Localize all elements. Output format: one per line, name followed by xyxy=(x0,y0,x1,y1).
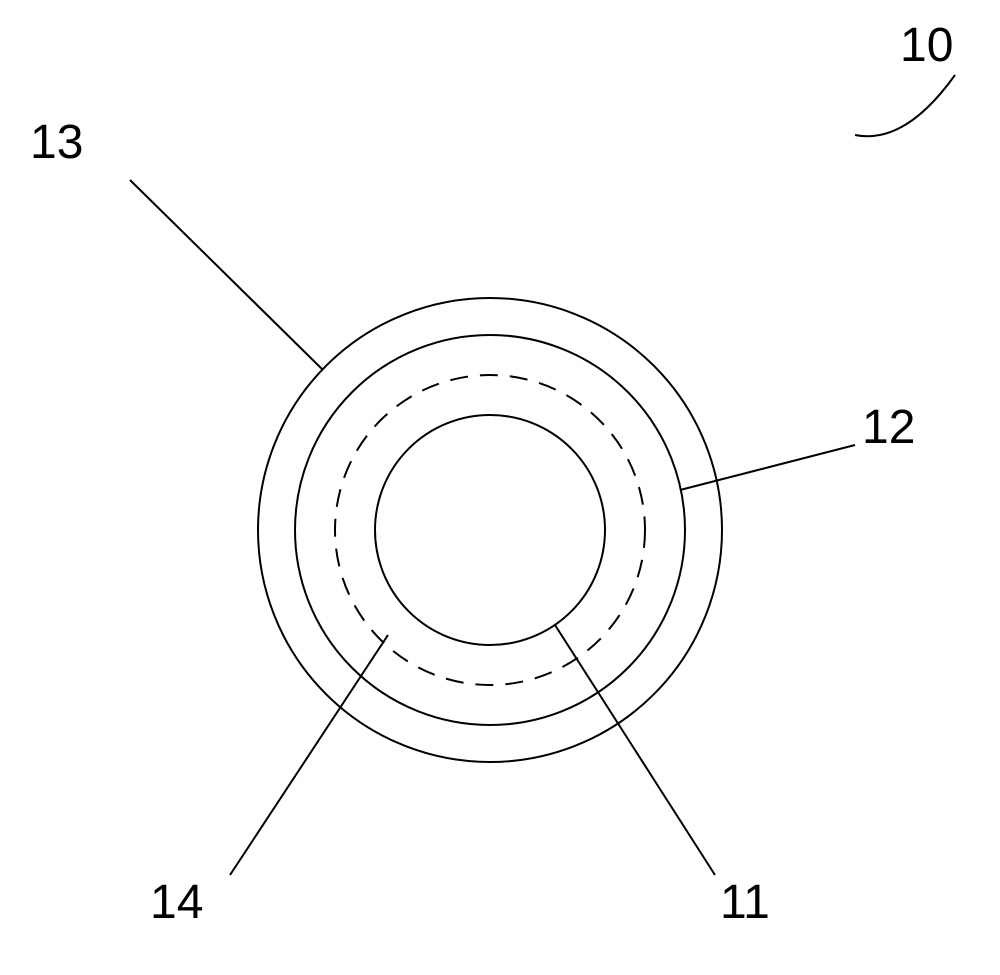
leader-line-13 xyxy=(130,180,323,370)
middle-dashed-circle xyxy=(335,375,645,685)
inner-circle xyxy=(375,415,605,645)
label-14: 14 xyxy=(150,875,203,930)
label-10: 10 xyxy=(900,18,953,73)
outer-circle xyxy=(258,298,722,762)
label-13: 13 xyxy=(30,115,83,170)
leader-line-11 xyxy=(555,625,715,875)
middle-outer-circle xyxy=(295,335,685,725)
diagram-svg xyxy=(0,0,1000,975)
concentric-circle-diagram: 10 11 12 13 14 xyxy=(0,0,1000,975)
label-11: 11 xyxy=(720,875,770,930)
label-12: 12 xyxy=(862,400,915,455)
leader-line-12 xyxy=(680,445,855,490)
leader-line-14 xyxy=(230,635,388,875)
leader-curve-10 xyxy=(855,75,955,136)
